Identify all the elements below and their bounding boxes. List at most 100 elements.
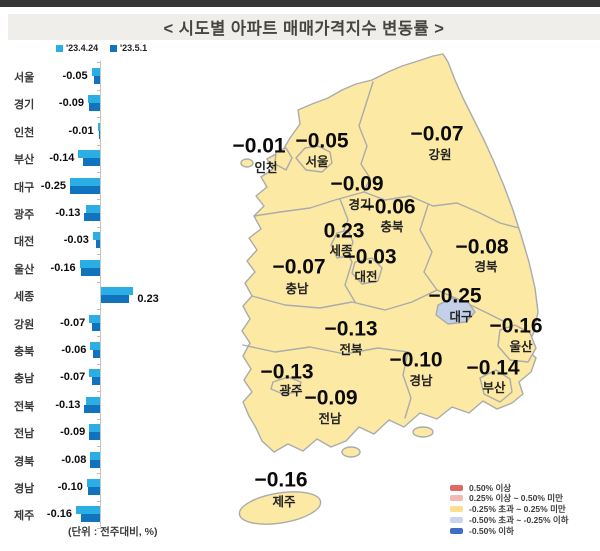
bar-prev-week <box>90 342 100 350</box>
bar-prev-week <box>79 259 100 268</box>
map-region-value: −0.06 <box>362 197 415 218</box>
map-region-value-text: −0.13 <box>260 360 314 384</box>
bar-value-label: -0.07 <box>60 371 86 384</box>
map-region-value: −0.03 <box>343 247 396 268</box>
map-legend-row: -0.50% 초과 ~ -0.25% 이하 <box>450 514 569 525</box>
map-region-value-text: −0.14 <box>466 356 520 380</box>
map-region-value-text: −0.09 <box>304 386 358 410</box>
axis-tick <box>97 445 101 447</box>
bar-current-week <box>84 404 100 413</box>
region-sejong-shape <box>330 229 354 259</box>
border-jeonnam-gyeongnam <box>402 351 412 419</box>
bar-row-region-label: 전남 <box>14 428 35 441</box>
axis-tick <box>97 308 101 310</box>
map-region-name-text: 대구 <box>449 309 473 324</box>
legend-label: '23.5.1 <box>120 43 148 53</box>
map-region-value-text: −0.16 <box>489 314 543 338</box>
map-region-value: −0.25 <box>428 286 481 307</box>
bar-prev-week <box>88 95 100 104</box>
bar-value-label: -0.16 <box>50 261 76 274</box>
map-legend-label: -0.50% 초과 ~ -0.25% 이하 <box>469 514 569 525</box>
map-region-name-text: 대전 <box>354 269 378 284</box>
map-legend-swatch-icon <box>450 506 463 513</box>
bar-value-label: -0.14 <box>49 152 75 165</box>
map-region-name-text: 울산 <box>509 339 533 354</box>
map-region-value: −0.13 <box>260 362 313 383</box>
map-region-name: 대구 <box>449 311 472 324</box>
map-legend-label: -0.25% 초과 ~ 0.25% 미만 <box>469 504 566 515</box>
map-legend-row: 0.25% 이상 ~ 0.50% 미만 <box>450 493 563 503</box>
map-region-value-text: −0.10 <box>389 348 443 372</box>
region-daejeon-shape <box>351 257 383 285</box>
map-region-name-text: 서울 <box>305 154 329 169</box>
map-region-value-text: 0.23 <box>323 219 365 243</box>
map-region-value-text: −0.03 <box>343 245 397 269</box>
map-region-value: 0.23 <box>324 221 365 242</box>
bar-value-label: -0.16 <box>46 508 72 521</box>
map-region-value: −0.07 <box>410 124 463 145</box>
axis-tick <box>97 199 101 201</box>
map-region-value: −0.09 <box>330 174 383 195</box>
map-region-name: 전북 <box>339 344 362 357</box>
axis-tick <box>97 117 101 119</box>
bar-value-label: -0.05 <box>62 70 88 82</box>
map-region-value: −0.14 <box>466 358 519 379</box>
south-korea-map-svg <box>238 53 539 525</box>
map-region-name: 충북 <box>380 221 403 234</box>
map-legend-row: -0.50% 이하 <box>450 525 514 536</box>
map-legend-row: -0.25% 초과 ~ 0.25% 미만 <box>450 504 566 515</box>
region-ulsan-shape <box>497 324 537 363</box>
map-region-name-text: 충남 <box>285 281 309 296</box>
map-region-value: −0.08 <box>455 237 508 258</box>
region-daegu-shape <box>435 297 476 325</box>
map-region-name-text: 인천 <box>254 160 278 175</box>
bar-row-region-label: 울산 <box>14 263 35 276</box>
map-region-name: 부산 <box>482 382 505 395</box>
south-island-1 <box>341 446 361 458</box>
map-region-value-text: −0.07 <box>410 122 464 146</box>
bar-current-week <box>80 267 100 276</box>
map-region-name: 경남 <box>409 375 432 388</box>
bar-prev-week <box>91 68 100 76</box>
bar-row-region-label: 경기 <box>14 99 35 112</box>
map-region-name-text: 부산 <box>482 380 506 395</box>
border-gyeonggi-gangwon <box>358 81 374 193</box>
bar-value-label: -0.25 <box>40 179 66 192</box>
map-region-value-text: −0.16 <box>254 468 308 492</box>
title-banner: < 시도별 아파트 매매가격지수 변동률 > <box>8 14 600 40</box>
map-region-value: −0.01 <box>232 136 285 157</box>
region-gwangju-shape <box>270 376 302 395</box>
bar-prev-week <box>76 506 100 515</box>
map-legend-label: -0.50% 이하 <box>469 525 514 536</box>
bar-prev-week <box>92 232 100 241</box>
bar-current-week <box>91 377 100 386</box>
map-region-name-text: 전남 <box>318 411 342 426</box>
bar-row-region-label: 충북 <box>14 346 35 358</box>
map-region-value: −0.05 <box>295 131 348 152</box>
map-region-value-text: −0.05 <box>295 129 349 153</box>
bar-prev-week <box>89 424 100 433</box>
axis-tick <box>97 418 101 420</box>
top-rule <box>0 0 600 7</box>
incheon-island <box>240 158 254 168</box>
bar-row-region-label: 제주 <box>14 510 35 523</box>
bar-prev-week <box>85 205 100 213</box>
bar-value-label: -0.13 <box>55 398 81 411</box>
bar-current-week <box>92 350 100 358</box>
bar-prev-week <box>86 479 100 487</box>
bar-value-label: -0.10 <box>57 481 83 493</box>
map-region-value-text: −0.06 <box>362 195 416 219</box>
axis-tick <box>97 363 101 365</box>
map-region-value-text: −0.01 <box>232 134 286 158</box>
axis-tick <box>97 473 101 475</box>
map-region-name-text: 전북 <box>339 342 363 357</box>
map-region-value: −0.13 <box>324 319 377 340</box>
map-region-name: 서울 <box>305 156 328 169</box>
map-region-value-text: −0.09 <box>330 172 384 196</box>
map-region-name-text: 세종 <box>329 243 353 258</box>
axis-tick <box>97 89 101 91</box>
map-legend-row: 0.50% 이상 <box>450 483 511 493</box>
bar-row-region-label: 세종 <box>14 291 35 304</box>
border-gyeonggi-south <box>253 191 365 217</box>
map-region-name-text: 경기 <box>348 197 372 212</box>
